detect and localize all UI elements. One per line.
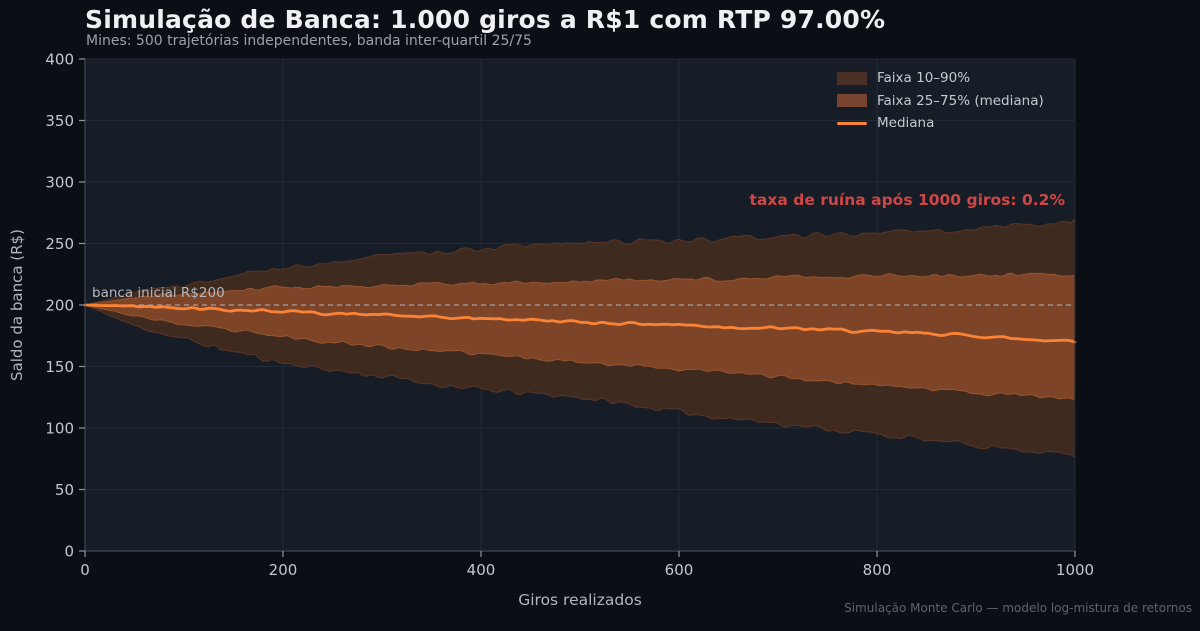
initial-bankroll-label: banca inicial R$200 — [92, 285, 225, 301]
y-tick-label: 300 — [45, 174, 74, 192]
legend-label: Faixa 25–75% (mediana) — [877, 92, 1044, 109]
chart-subtitle: Mines: 500 trajetórias independentes, ba… — [86, 33, 532, 49]
ruin-rate-annotation: taxa de ruína após 1000 giros: 0.2% — [749, 191, 1065, 209]
y-axis-label: Saldo da banca (R$) — [8, 229, 26, 381]
y-tick-label: 150 — [45, 358, 74, 376]
legend-label: Faixa 10–90% — [877, 70, 971, 87]
x-tick-label: 800 — [863, 561, 892, 579]
legend-label: Mediana — [877, 115, 935, 132]
x-axis-label: Giros realizados — [518, 591, 642, 609]
legend: Faixa 10–90% Faixa 25–75% (mediana) Medi… — [837, 67, 1044, 135]
y-tick-label: 250 — [45, 235, 74, 253]
x-tick-label: 400 — [467, 561, 496, 579]
x-tick-label: 200 — [269, 561, 298, 579]
band-10-90-swatch-icon — [837, 71, 867, 85]
legend-item-band-25-75: Faixa 25–75% (mediana) — [837, 90, 1044, 113]
x-tick-label: 600 — [665, 561, 694, 579]
median-line — [83, 303, 1077, 344]
legend-item-band-10-90: Faixa 10–90% — [837, 67, 1044, 90]
legend-item-median: Mediana — [837, 112, 1044, 135]
median-line-swatch-icon — [837, 121, 867, 125]
y-tick-label: 50 — [55, 481, 74, 499]
y-tick-label: 100 — [45, 420, 74, 438]
x-tick-label: 1000 — [1056, 561, 1094, 579]
band-25-75-swatch-icon — [837, 94, 867, 108]
y-tick-label: 200 — [45, 297, 74, 315]
y-tick-label: 350 — [45, 112, 74, 130]
chart-title: Simulação de Banca: 1.000 giros a R$1 co… — [85, 5, 886, 34]
x-tick-label: 0 — [80, 561, 90, 579]
y-tick-label: 0 — [64, 543, 74, 561]
footer-credit: Simulação Monte Carlo — modelo log-mistu… — [844, 601, 1192, 615]
y-tick-label: 400 — [45, 51, 74, 69]
